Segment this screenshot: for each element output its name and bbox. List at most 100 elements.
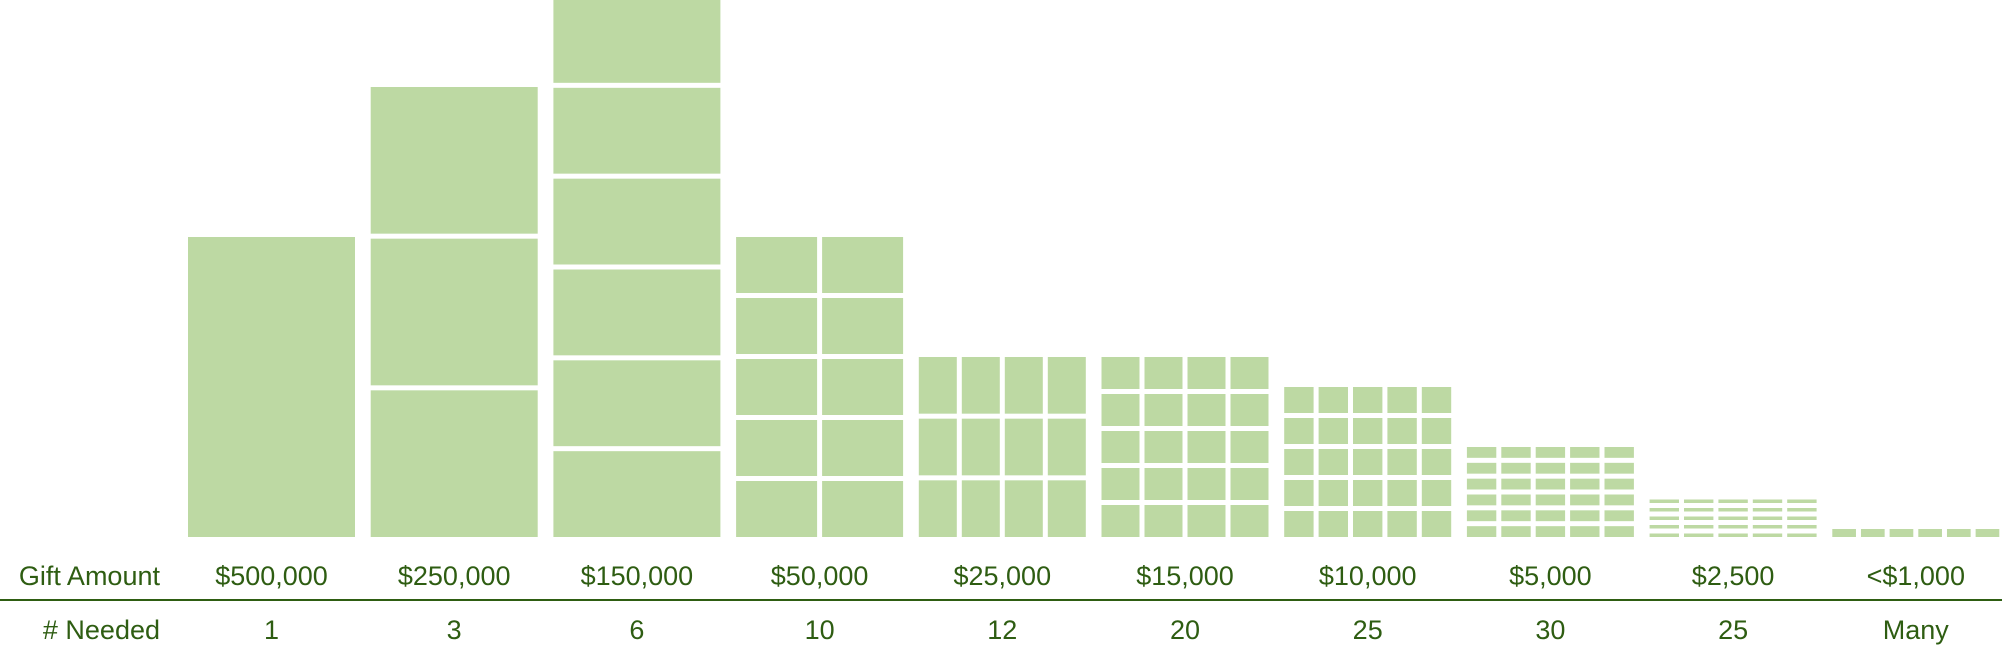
gift-cell xyxy=(822,298,904,354)
needed-count-label: Many xyxy=(1883,615,1950,645)
gift-cell xyxy=(1570,478,1600,490)
bar-9 xyxy=(1832,529,2000,537)
gift-amount-label: <$1,000 xyxy=(1867,561,1965,591)
gift-cell xyxy=(1284,387,1314,413)
gift-amount-label: $50,000 xyxy=(771,561,869,591)
gift-cell xyxy=(1604,494,1634,506)
gift-cell xyxy=(1752,525,1783,529)
gift-cell xyxy=(1004,357,1043,414)
needed-count-label: 12 xyxy=(987,615,1017,645)
bar-stacks xyxy=(188,0,2000,537)
gift-cell xyxy=(1535,526,1566,537)
gift-cell xyxy=(918,357,957,414)
gift-cell xyxy=(1466,510,1497,522)
gift-cell xyxy=(1466,494,1497,506)
gift-cell xyxy=(1318,511,1348,537)
gift-cell xyxy=(822,359,904,415)
gift-cell xyxy=(1353,480,1383,506)
gift-cell xyxy=(736,420,818,476)
gift-amount-label: $250,000 xyxy=(398,561,511,591)
gift-cell xyxy=(370,238,538,386)
gift-cell xyxy=(1718,533,1748,537)
gift-cell xyxy=(1187,431,1226,463)
gift-amount-label: $150,000 xyxy=(581,561,694,591)
gift-cell xyxy=(1787,533,1817,537)
bar-3 xyxy=(736,237,904,537)
gift-cell xyxy=(1230,431,1269,463)
gift-cell xyxy=(1535,447,1566,458)
gift-amount-label: $500,000 xyxy=(215,561,328,591)
gift-cell xyxy=(553,269,721,356)
gift-cell xyxy=(1466,526,1497,537)
gift-cell xyxy=(1946,529,1971,537)
gift-cell xyxy=(1466,478,1497,490)
gift-cell xyxy=(1387,449,1417,475)
gift-cell xyxy=(1144,431,1183,463)
gift-cell xyxy=(918,418,957,476)
gift-cell xyxy=(1684,533,1714,537)
gift-cell xyxy=(1101,468,1140,500)
gift-cell xyxy=(1047,480,1086,537)
gift-cell xyxy=(1752,516,1783,520)
gift-cell xyxy=(1975,529,2000,537)
gift-cell xyxy=(1353,511,1383,537)
needed-count-label: 3 xyxy=(447,615,462,645)
gift-cell xyxy=(1187,394,1226,426)
bar-5 xyxy=(1101,357,1269,537)
gift-cell xyxy=(370,390,538,537)
gift-cell xyxy=(1187,357,1226,389)
gift-cell xyxy=(1421,449,1452,475)
gift-cell xyxy=(1535,478,1566,490)
gift-cell xyxy=(1004,480,1043,537)
gift-cell xyxy=(1101,394,1140,426)
gift-cell xyxy=(1101,431,1140,463)
gift-cell xyxy=(1466,462,1497,474)
gift-cell xyxy=(1752,533,1783,537)
gift-cell xyxy=(1787,525,1817,529)
gift-cell xyxy=(1466,447,1497,458)
gift-cell xyxy=(1353,449,1383,475)
gift-cell xyxy=(1718,499,1748,503)
gift-cell xyxy=(736,481,818,537)
needed-count-label: 25 xyxy=(1718,615,1748,645)
gift-cell xyxy=(1684,525,1714,529)
gift-cell xyxy=(1604,526,1634,537)
bar-4 xyxy=(918,357,1086,537)
gift-cell xyxy=(1318,449,1348,475)
gift-cell xyxy=(1230,394,1269,426)
gift-cell xyxy=(553,0,721,83)
bar-0 xyxy=(188,237,355,537)
gift-cell xyxy=(1421,418,1452,444)
gift-cell xyxy=(1535,494,1566,506)
gift-cell xyxy=(188,237,355,537)
gift-cell xyxy=(1421,480,1452,506)
gift-cell xyxy=(553,87,721,174)
gift-cell xyxy=(1501,462,1531,474)
gift-cell xyxy=(1570,447,1600,458)
gift-cell xyxy=(1353,387,1383,413)
gift-cell xyxy=(553,451,721,537)
gift-cell xyxy=(1047,357,1086,414)
gift-cell xyxy=(1353,418,1383,444)
gift-cell xyxy=(1047,418,1086,476)
gift-cell xyxy=(1230,505,1269,537)
gift-cell xyxy=(1860,529,1885,537)
needed-count-label: 20 xyxy=(1170,615,1200,645)
bar-2 xyxy=(553,0,721,537)
gift-cell xyxy=(1570,526,1600,537)
gift-cell xyxy=(1387,480,1417,506)
gift-cell xyxy=(918,480,957,537)
gift-cell xyxy=(1718,525,1748,529)
gift-cell xyxy=(1649,533,1679,537)
gift-cell xyxy=(1387,387,1417,413)
gift-cell xyxy=(553,178,721,265)
gift-amount-label: $25,000 xyxy=(953,561,1051,591)
needed-row-label: # Needed xyxy=(43,615,160,645)
gift-cell xyxy=(1535,462,1566,474)
needed-count-label: 6 xyxy=(629,615,644,645)
gift-amount-labels: $500,000 $250,000 $150,000 $50,000 $25,000 $1… xyxy=(215,561,1965,591)
gift-amount-label: $5,000 xyxy=(1509,561,1592,591)
gift-cell xyxy=(1284,511,1314,537)
gift-cell xyxy=(1187,468,1226,500)
